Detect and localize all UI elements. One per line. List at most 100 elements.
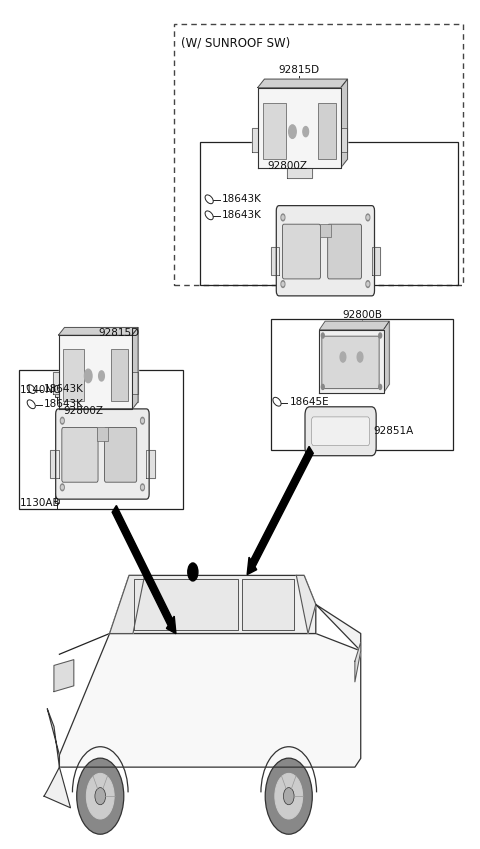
Text: 18643K: 18643K — [44, 399, 84, 409]
FancyBboxPatch shape — [312, 417, 370, 446]
Text: (W/ SUNROOF SW): (W/ SUNROOF SW) — [180, 37, 290, 50]
FancyBboxPatch shape — [305, 407, 376, 456]
Circle shape — [99, 371, 104, 381]
Circle shape — [303, 127, 309, 137]
Polygon shape — [109, 576, 316, 633]
Polygon shape — [296, 576, 316, 633]
Polygon shape — [44, 767, 71, 807]
Circle shape — [188, 563, 198, 581]
Text: 92815D: 92815D — [98, 329, 140, 339]
Polygon shape — [134, 579, 238, 630]
FancyBboxPatch shape — [62, 427, 98, 482]
Circle shape — [61, 419, 63, 423]
Circle shape — [281, 214, 285, 221]
Polygon shape — [146, 450, 155, 478]
Ellipse shape — [27, 400, 36, 408]
Polygon shape — [132, 372, 138, 395]
Ellipse shape — [27, 385, 36, 393]
Circle shape — [282, 216, 284, 219]
Text: 18645E: 18645E — [289, 396, 329, 407]
Polygon shape — [384, 321, 389, 393]
Bar — [56, 492, 59, 503]
Ellipse shape — [273, 397, 281, 406]
Text: 92800Z: 92800Z — [63, 406, 103, 416]
Polygon shape — [355, 642, 361, 682]
Circle shape — [366, 281, 370, 288]
Circle shape — [282, 283, 284, 286]
Text: 92800Z: 92800Z — [267, 161, 308, 171]
Circle shape — [281, 281, 285, 288]
Text: 18643K: 18643K — [222, 194, 262, 205]
Polygon shape — [287, 167, 312, 177]
Polygon shape — [341, 79, 348, 167]
Ellipse shape — [86, 773, 114, 819]
Polygon shape — [325, 321, 389, 385]
Circle shape — [142, 486, 144, 489]
Polygon shape — [258, 87, 341, 167]
Polygon shape — [59, 335, 132, 409]
Text: 18643K: 18643K — [222, 211, 262, 221]
Polygon shape — [320, 321, 389, 329]
Bar — [308, 732, 318, 738]
Polygon shape — [252, 127, 258, 152]
Circle shape — [60, 484, 64, 491]
Text: 18643K: 18643K — [44, 384, 84, 394]
Bar — [200, 142, 458, 285]
Polygon shape — [109, 576, 144, 633]
Circle shape — [60, 418, 64, 424]
Polygon shape — [264, 79, 348, 160]
Polygon shape — [48, 709, 60, 767]
Polygon shape — [242, 579, 294, 630]
Circle shape — [367, 283, 369, 286]
Text: 92815D: 92815D — [279, 65, 320, 76]
Polygon shape — [84, 409, 107, 419]
Circle shape — [142, 419, 144, 423]
Circle shape — [84, 369, 92, 383]
FancyArrow shape — [112, 505, 176, 633]
Bar — [56, 386, 59, 396]
Ellipse shape — [265, 758, 312, 835]
Circle shape — [357, 352, 363, 362]
Polygon shape — [271, 247, 279, 275]
Circle shape — [322, 385, 324, 390]
Polygon shape — [54, 660, 74, 692]
Polygon shape — [132, 328, 138, 409]
FancyBboxPatch shape — [276, 205, 374, 295]
Text: 1130AB: 1130AB — [20, 498, 60, 508]
Bar — [63, 349, 84, 401]
Polygon shape — [50, 450, 59, 478]
Circle shape — [141, 484, 144, 491]
Polygon shape — [64, 328, 138, 402]
Circle shape — [61, 486, 63, 489]
Polygon shape — [372, 247, 380, 275]
Bar — [320, 224, 331, 238]
Bar — [111, 349, 128, 401]
Circle shape — [288, 125, 296, 138]
Ellipse shape — [205, 211, 213, 220]
Text: 1140NC: 1140NC — [20, 385, 61, 395]
FancyBboxPatch shape — [56, 409, 149, 499]
Ellipse shape — [95, 788, 106, 805]
Polygon shape — [341, 127, 347, 152]
Ellipse shape — [275, 773, 303, 819]
Polygon shape — [53, 372, 59, 395]
FancyBboxPatch shape — [105, 427, 137, 482]
Polygon shape — [59, 328, 138, 335]
Bar — [19, 369, 183, 509]
Polygon shape — [258, 79, 348, 87]
Bar — [199, 732, 209, 738]
Circle shape — [379, 385, 382, 390]
Bar — [174, 24, 463, 285]
Bar — [263, 103, 286, 160]
FancyArrow shape — [247, 447, 313, 575]
Text: 92800B: 92800B — [342, 310, 383, 320]
Ellipse shape — [205, 195, 213, 204]
FancyBboxPatch shape — [282, 224, 321, 279]
Circle shape — [340, 352, 346, 362]
Circle shape — [379, 333, 382, 338]
FancyBboxPatch shape — [328, 224, 361, 279]
Circle shape — [366, 214, 370, 221]
Polygon shape — [316, 604, 361, 651]
Circle shape — [367, 216, 369, 219]
Polygon shape — [60, 633, 361, 767]
